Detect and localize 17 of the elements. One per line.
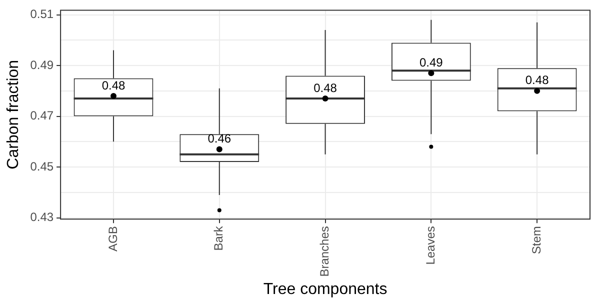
x-axis-title: Tree components	[263, 280, 388, 298]
y-tick-label: 0.49	[30, 58, 54, 72]
y-axis-title: Carbon fraction	[5, 60, 22, 170]
annotation: 0.46	[208, 132, 232, 146]
annotation: 0.49	[419, 55, 444, 70]
x-tick-label: AGB	[106, 226, 120, 252]
x-tick-label: Bark	[212, 225, 226, 251]
annotation: 0.48	[314, 80, 338, 95]
y-tick-label: 0.51	[30, 7, 54, 22]
x-tick-label: Leaves	[423, 226, 438, 265]
annotation: 0.48	[525, 73, 550, 88]
y-tick-label: 0.43	[30, 210, 54, 224]
x-tick-label: Stem	[529, 226, 544, 254]
x-tick-label: Branches	[318, 226, 332, 277]
annotation: 0.48	[102, 78, 126, 92]
y-tick-label: 0.47	[30, 108, 54, 123]
y-tick-label: 0.45	[30, 159, 54, 174]
